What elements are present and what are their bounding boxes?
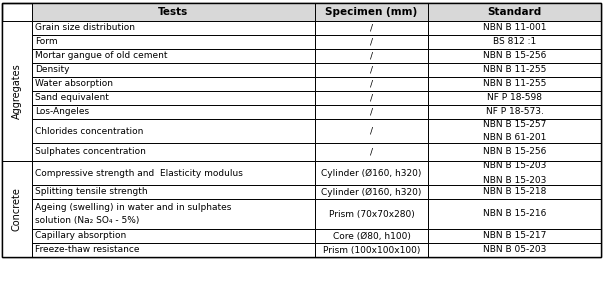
Bar <box>428 21 601 35</box>
Text: Density: Density <box>35 65 70 74</box>
Bar <box>428 63 601 77</box>
Bar <box>32 119 315 143</box>
Text: /: / <box>370 147 373 156</box>
Text: Splitting tensile strength: Splitting tensile strength <box>35 187 148 196</box>
Text: Cylinder (Ø160, h320): Cylinder (Ø160, h320) <box>321 187 422 196</box>
Text: Specimen (mm): Specimen (mm) <box>325 7 418 17</box>
Text: Los-Angeles: Los-Angeles <box>35 108 89 117</box>
Text: NBN B 11-255: NBN B 11-255 <box>483 65 546 74</box>
Text: Cylinder (Ø160, h320): Cylinder (Ø160, h320) <box>321 168 422 178</box>
Bar <box>2 3 601 257</box>
Bar <box>315 185 428 199</box>
Bar <box>315 21 428 35</box>
Bar <box>32 91 315 105</box>
Text: Compressive strength and  Elasticity modulus: Compressive strength and Elasticity modu… <box>35 169 243 178</box>
Text: NBN B 15-256: NBN B 15-256 <box>483 147 546 156</box>
Bar <box>32 143 315 161</box>
Text: Sulphates concentration: Sulphates concentration <box>35 147 146 156</box>
Text: NBN B 15-216: NBN B 15-216 <box>483 210 546 219</box>
Text: Prism (70x70x280): Prism (70x70x280) <box>328 210 415 219</box>
Text: NBN B 15-217: NBN B 15-217 <box>483 231 546 240</box>
Bar <box>315 229 428 243</box>
Bar <box>32 199 315 229</box>
Bar <box>428 77 601 91</box>
Text: NF P 18-573.: NF P 18-573. <box>485 108 544 117</box>
Bar <box>428 35 601 49</box>
Bar <box>428 161 601 185</box>
Text: Concrete: Concrete <box>12 187 22 231</box>
Text: /: / <box>370 51 373 60</box>
Text: NBN B 15-203: NBN B 15-203 <box>483 161 546 170</box>
Bar <box>315 161 428 185</box>
Bar <box>32 185 315 199</box>
Text: NBN B 11-001: NBN B 11-001 <box>483 24 546 33</box>
Text: BS 812 :1: BS 812 :1 <box>493 37 536 47</box>
Text: NBN B 15-218: NBN B 15-218 <box>483 187 546 196</box>
Bar <box>32 21 315 35</box>
Bar <box>428 49 601 63</box>
Text: Water absorption: Water absorption <box>35 80 113 89</box>
Text: Sand equivalent: Sand equivalent <box>35 94 109 103</box>
Text: Chlorides concentration: Chlorides concentration <box>35 126 144 135</box>
Bar <box>32 35 315 49</box>
Bar <box>315 35 428 49</box>
Bar <box>32 77 315 91</box>
Text: /: / <box>370 65 373 74</box>
Text: /: / <box>370 80 373 89</box>
Text: NBN B 15-203: NBN B 15-203 <box>483 176 546 185</box>
Text: Grain size distribution: Grain size distribution <box>35 24 135 33</box>
Bar <box>428 143 601 161</box>
Text: NBN B 05-203: NBN B 05-203 <box>483 245 546 254</box>
Text: /: / <box>370 108 373 117</box>
Text: Tests: Tests <box>158 7 188 17</box>
Bar <box>32 161 315 185</box>
Bar <box>32 105 315 119</box>
Bar <box>315 91 428 105</box>
Text: Ageing (swelling) in water and in sulphates: Ageing (swelling) in water and in sulpha… <box>35 203 231 212</box>
Bar <box>428 199 601 229</box>
Bar <box>315 105 428 119</box>
Bar <box>2 21 32 161</box>
Bar <box>428 105 601 119</box>
Bar <box>32 229 315 243</box>
Text: /: / <box>370 126 373 135</box>
Text: /: / <box>370 37 373 47</box>
Text: solution (Na₂ SO₄ - 5%): solution (Na₂ SO₄ - 5%) <box>35 216 139 225</box>
Text: NBN B 11-255: NBN B 11-255 <box>483 80 546 89</box>
Bar <box>428 185 601 199</box>
Text: NF P 18-598: NF P 18-598 <box>487 94 542 103</box>
Text: /: / <box>370 24 373 33</box>
Text: Form: Form <box>35 37 58 47</box>
Bar <box>315 77 428 91</box>
Bar <box>315 119 428 143</box>
Bar <box>32 3 601 21</box>
Text: Core (Ø80, h100): Core (Ø80, h100) <box>333 231 410 240</box>
Bar <box>315 49 428 63</box>
Text: Prism (100x100x100): Prism (100x100x100) <box>323 245 420 254</box>
Bar <box>428 243 601 257</box>
Text: NBN B 15-257: NBN B 15-257 <box>483 120 546 129</box>
Text: NBN B 61-201: NBN B 61-201 <box>483 133 546 142</box>
Bar <box>315 143 428 161</box>
Text: Standard: Standard <box>487 7 542 17</box>
Bar <box>32 49 315 63</box>
Bar <box>32 243 315 257</box>
Bar <box>428 91 601 105</box>
Text: NBN B 15-256: NBN B 15-256 <box>483 51 546 60</box>
Text: Capillary absorption: Capillary absorption <box>35 231 126 240</box>
Bar <box>428 119 601 143</box>
Text: /: / <box>370 94 373 103</box>
Text: Freeze-thaw resistance: Freeze-thaw resistance <box>35 245 139 254</box>
Bar <box>32 63 315 77</box>
Bar <box>2 161 32 257</box>
Bar <box>2 3 601 257</box>
Bar <box>428 229 601 243</box>
Bar <box>315 63 428 77</box>
Text: Mortar gangue of old cement: Mortar gangue of old cement <box>35 51 167 60</box>
Text: Aggregates: Aggregates <box>12 63 22 119</box>
Bar <box>315 243 428 257</box>
Bar <box>315 199 428 229</box>
